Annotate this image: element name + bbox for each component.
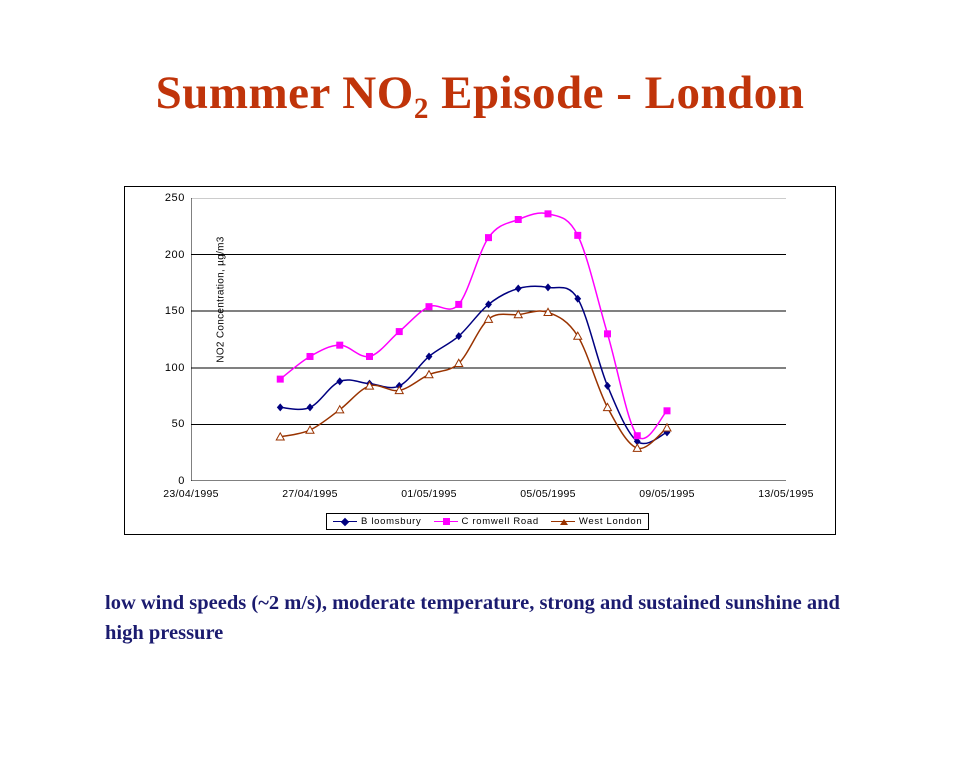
title-subscript: 2 (413, 93, 429, 125)
chart-plot-area: NO2 Concentration, µg/m3 0 50 100 150 200 250… (163, 192, 813, 500)
y-axis-tick-label: 200 (164, 248, 185, 261)
x-axis-tick-label: 27/04/1995 (282, 488, 338, 500)
chart-frame: NO2 Concentration, µg/m3 0 50 100 150 200 250… (124, 186, 836, 535)
x-axis-tick-label: 13/05/1995 (758, 488, 814, 500)
legend-item-west-london[interactable]: West London (550, 516, 643, 527)
legend-item-c-romwell-road[interactable]: C romwell Road (433, 516, 539, 527)
y-axis-tick-label: 250 (164, 192, 185, 204)
series-west-london (275, 307, 672, 452)
y-axis-title: NO2 Concentration, µg/m3 (215, 236, 227, 363)
title-text-rest: Episode - London (428, 67, 805, 119)
page-title: Summer NO2 Episode - London (0, 66, 960, 125)
legend-label: B loomsbury (361, 516, 422, 527)
legend-label: West London (578, 516, 643, 527)
y-axis-tick-label: 100 (164, 361, 185, 374)
chart-svg (191, 198, 786, 481)
series-cromwell-road (276, 210, 671, 440)
y-axis-tick-label: 0 (178, 475, 185, 487)
title-text-main: Summer NO (155, 67, 414, 119)
legend-marker-icon (333, 517, 357, 527)
slide-caption: low wind speeds (~2 m/s), moderate tempe… (105, 592, 840, 644)
legend-item-b-loomsbury[interactable]: B loomsbury (333, 516, 422, 527)
x-axis-tick-label: 23/04/1995 (163, 488, 219, 500)
y-axis-tick-label: 50 (171, 418, 185, 431)
legend-marker-icon (550, 517, 575, 527)
legend-marker-icon (433, 517, 458, 527)
legend-label: C romwell Road (461, 516, 539, 527)
y-axis-tick-label: 150 (164, 305, 185, 318)
x-axis-tick-label: 05/05/1995 (520, 488, 576, 500)
x-axis-tick-label: 09/05/1995 (639, 488, 695, 500)
x-axis-tick-label: 01/05/1995 (401, 488, 457, 500)
chart-legend: B loomsbury C romwell Road West London (326, 513, 650, 530)
series-bloomsbury (276, 283, 671, 446)
